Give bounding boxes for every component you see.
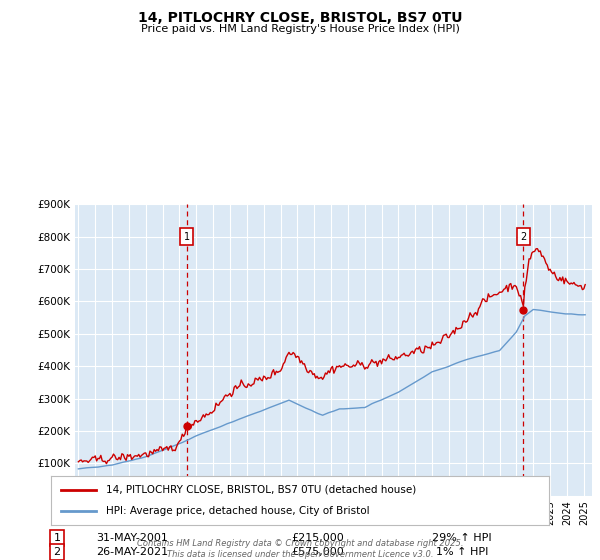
Text: £575,000: £575,000 [292, 547, 344, 557]
Text: 31-MAY-2001: 31-MAY-2001 [96, 533, 168, 543]
Text: 14, PITLOCHRY CLOSE, BRISTOL, BS7 0TU: 14, PITLOCHRY CLOSE, BRISTOL, BS7 0TU [138, 11, 462, 25]
Text: 26-MAY-2021: 26-MAY-2021 [96, 547, 168, 557]
Text: 1% ↑ HPI: 1% ↑ HPI [436, 547, 488, 557]
Text: £215,000: £215,000 [292, 533, 344, 543]
Text: 14, PITLOCHRY CLOSE, BRISTOL, BS7 0TU (detached house): 14, PITLOCHRY CLOSE, BRISTOL, BS7 0TU (d… [106, 485, 416, 495]
Text: 2: 2 [53, 547, 61, 557]
Text: 2: 2 [520, 232, 527, 242]
Text: 1: 1 [184, 232, 190, 242]
Text: 1: 1 [53, 533, 61, 543]
Text: 29% ↑ HPI: 29% ↑ HPI [432, 533, 492, 543]
Text: Price paid vs. HM Land Registry's House Price Index (HPI): Price paid vs. HM Land Registry's House … [140, 24, 460, 34]
Text: Contains HM Land Registry data © Crown copyright and database right 2025.
This d: Contains HM Land Registry data © Crown c… [137, 539, 463, 559]
Text: HPI: Average price, detached house, City of Bristol: HPI: Average price, detached house, City… [106, 506, 370, 516]
